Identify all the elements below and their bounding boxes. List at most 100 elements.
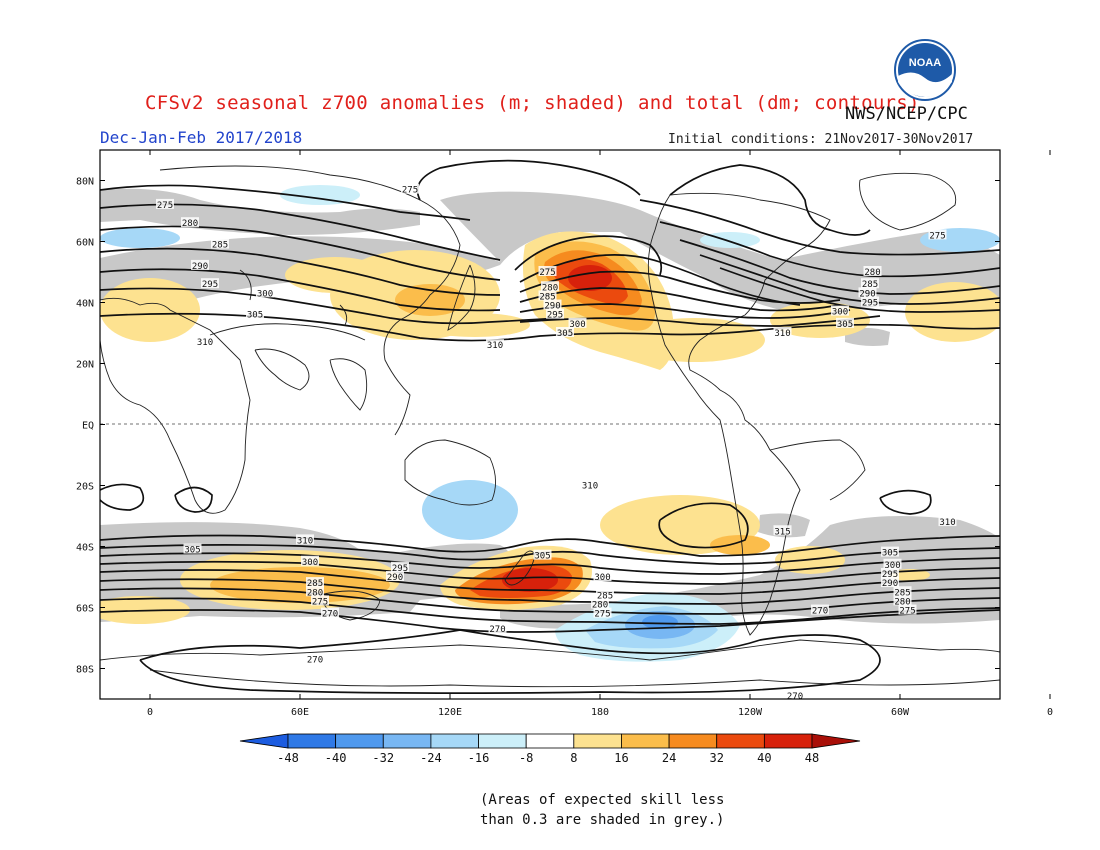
contour-label-bg [811,604,829,615]
contour-label-text: 280 [182,219,198,229]
colorbar-box [287,733,337,749]
contour-label: 290 [881,577,899,589]
contour-label: 285 [538,290,557,302]
contour-label-bg [893,595,912,606]
contour-label-text: 280 [592,600,608,610]
contour-label-bg [543,299,562,310]
contour-label-bg [311,595,329,606]
contour-label: 275 [898,604,917,617]
contour-label: 305 [556,327,574,339]
contour-label-bg [538,266,557,276]
contour-label-bg [786,689,804,699]
contour-label-bg [533,549,552,560]
contour-label: 270 [306,653,324,665]
contour-label-text: 310 [774,329,790,339]
contour-label-bg [898,604,917,615]
contour-label-bg [546,308,564,319]
agency-label: NWS/NCEP/CPC [845,104,968,124]
lat-tick-label: EQ [82,421,94,432]
noaa-logo-text: NOAA [909,57,941,69]
contour-label: 285 [306,577,324,589]
contour-label-text: 300 [594,573,610,583]
contour-label: 270 [811,604,829,617]
contour-label-text: 280 [864,268,880,278]
contour-label-bg [301,555,319,566]
contour-label: 295 [201,278,219,290]
contour-label-text: 315 [774,527,790,537]
contour-label-bg [881,567,899,578]
colorbar-label: 24 [662,751,676,765]
contour-label-bg [861,296,879,307]
contour-label: 285 [861,278,879,290]
contour-label: 310 [196,336,214,348]
colorbar-label: -24 [420,751,442,765]
contour-label: 280 [306,586,324,598]
contour-label-bg [401,183,419,194]
lon-tick-label: 120E [438,707,462,718]
contour-label-bg [831,305,849,316]
lat-tick-label: 40S [76,543,94,554]
axis-ticks: 80N 60N 40N 20N EQ 20S 40S 60S 80S 0 60E 120E 180 120… [76,150,1053,718]
contour-label-bg [386,571,404,581]
contour-label: 310 [486,339,504,351]
contour-label-bg [296,534,314,545]
colorbar-label: -8 [519,751,533,765]
colorbar-label: 32 [710,751,724,765]
contour-label-text: 275 [929,231,945,241]
contour-label-text: 305 [882,549,898,559]
contour-label: 300 [301,555,319,568]
colorbar-box [478,733,527,749]
contour-label: 295 [546,308,564,321]
contour-label-bg [391,561,409,572]
contour-label-text: 295 [547,311,563,321]
contour-label-text: 310 [582,482,598,492]
initial-conditions-label: Initial conditions: 21Nov2017-30Nov2017 [668,132,974,147]
contour-label: 275 [928,229,947,241]
contour-label-text: 295 [392,564,408,574]
season-label: Dec-Jan-Feb 2017/2018 [100,128,303,147]
lon-tick-label: 0 [147,707,153,718]
contour-label-bg [581,479,599,490]
contour-label-bg [773,525,792,536]
contour-label: 295 [861,296,879,309]
contour-label-text: 310 [939,518,955,528]
lat-tick-label: 60N [76,238,94,249]
lon-tick-label: 120W [738,707,763,718]
lat-tick-label: 40N [76,299,94,310]
contour-label-text: 305 [837,320,853,330]
contour-label-text: 305 [184,546,200,556]
footnote-line-1: (Areas of expected skill less [480,792,725,808]
contour-label: 290 [386,571,404,583]
contour-label: 270 [488,622,507,635]
contour-label-bg [201,278,219,289]
contour-label-text: 305 [247,311,263,321]
lon-tick-label: 180 [591,707,609,718]
contour-label: 290 [543,299,562,312]
contour-label: 270 [786,689,804,699]
contour-label-text: 290 [882,579,898,589]
contour-label-bg [196,336,214,347]
contour-label: 300 [883,558,902,571]
contour-label: 285 [211,238,229,251]
contour-label-text: 275 [312,597,328,607]
contour-label-bg [191,259,209,270]
contour-label-bg [861,278,879,289]
lat-tick-label: 80N [76,177,94,188]
contour-label-bg [881,546,899,557]
contour-label-bg [881,577,899,588]
contour-label: 310 [773,327,792,339]
contour-label-bg [938,516,957,527]
colorbar-low-triangle [239,733,289,749]
lon-tick-label: 0 [1047,707,1053,718]
contour-label-text: 300 [832,308,848,318]
contour-label-text: 285 [539,292,555,302]
colorbar-label: -16 [468,751,490,765]
contour-label: 310 [296,534,314,546]
contour-label-bg [156,198,174,209]
contour-label-text: 270 [489,625,505,635]
colorbar-box [382,733,432,749]
contour-label: 300 [593,571,612,583]
contour-label-text: 285 [307,579,323,589]
contour-label-bg [858,287,877,298]
